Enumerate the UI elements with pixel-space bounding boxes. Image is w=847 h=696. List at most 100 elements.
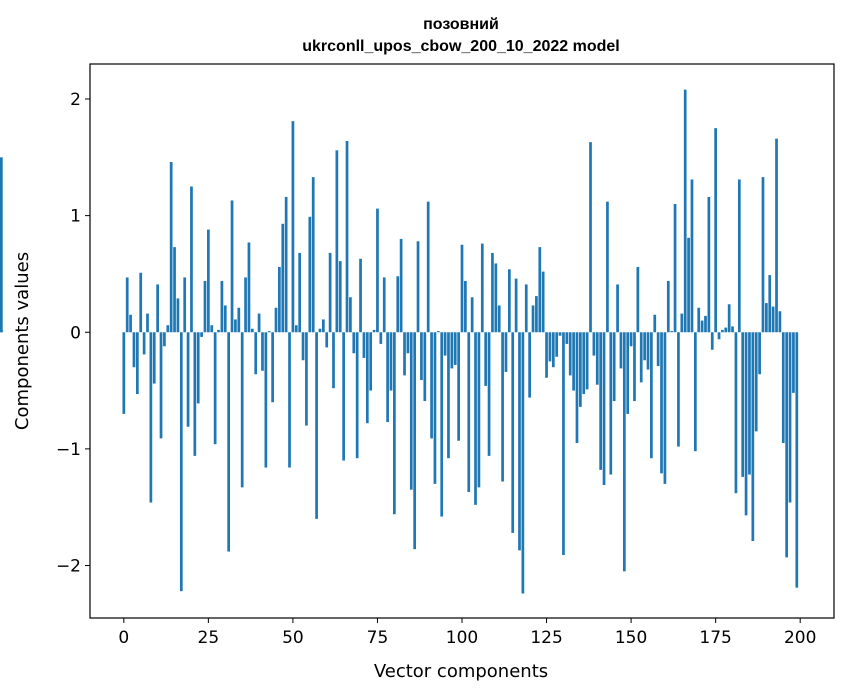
bar <box>765 303 768 333</box>
bar <box>234 319 237 333</box>
bar <box>470 297 474 333</box>
bar <box>551 332 555 368</box>
bar <box>609 332 613 475</box>
bar <box>656 332 660 367</box>
bar <box>217 329 220 333</box>
bar <box>271 332 274 403</box>
y-tick-label: 1 <box>70 207 81 227</box>
bar <box>788 332 792 503</box>
x-tick-label: 125 <box>530 628 562 648</box>
bar <box>122 332 126 414</box>
bar <box>139 272 143 333</box>
bar <box>633 332 636 402</box>
bar <box>491 252 494 333</box>
bar <box>406 332 410 354</box>
bar <box>690 179 694 333</box>
x-axis-label: Vector components <box>374 661 548 682</box>
bar <box>159 332 163 439</box>
bar <box>592 332 596 356</box>
bar <box>677 332 680 447</box>
plot-frame <box>89 63 835 619</box>
bar <box>447 332 450 459</box>
bar <box>646 332 650 370</box>
bar <box>301 332 305 361</box>
bar <box>511 332 515 533</box>
bar <box>541 271 545 333</box>
bar <box>196 332 200 404</box>
bar <box>372 329 376 333</box>
bar <box>169 161 173 333</box>
bar <box>731 326 734 333</box>
bar <box>382 277 386 333</box>
bar <box>142 332 146 355</box>
bar <box>704 315 707 333</box>
bar <box>727 304 731 333</box>
bar <box>589 142 592 333</box>
bar <box>318 328 322 333</box>
bar <box>477 332 481 488</box>
bar <box>606 201 609 333</box>
x-tick-label: 100 <box>446 628 478 648</box>
bar <box>278 266 281 333</box>
bar <box>585 332 589 390</box>
bar <box>487 332 491 456</box>
bar <box>582 332 586 395</box>
bar <box>355 332 359 459</box>
bar <box>399 238 403 333</box>
bar <box>413 332 417 550</box>
x-tick-label: 200 <box>784 628 816 648</box>
bar <box>761 177 765 333</box>
y-axis-label: Components values <box>12 252 33 430</box>
y-tick-label: −1 <box>56 440 81 460</box>
bar <box>626 332 630 414</box>
y-tick-label: 2 <box>70 90 81 110</box>
bar <box>768 275 772 333</box>
x-tick-label: 0 <box>118 628 129 648</box>
bar <box>751 332 755 542</box>
bar <box>193 332 197 456</box>
bar <box>494 263 498 333</box>
bar <box>785 332 789 558</box>
bar <box>460 244 464 333</box>
bar <box>203 280 207 333</box>
bar <box>724 327 728 333</box>
bar <box>426 201 430 333</box>
chart-title-line-1: позовний <box>423 16 499 33</box>
chart-title-line-2: ukrconll_upos_cbow_200_10_2022 model <box>302 38 619 55</box>
bar <box>420 332 423 381</box>
bar <box>636 266 640 333</box>
bar <box>680 313 684 333</box>
bar <box>315 332 318 519</box>
bar <box>386 332 389 423</box>
bar <box>700 320 704 333</box>
x-tick-label: 25 <box>198 628 220 648</box>
bar <box>200 332 203 337</box>
bar <box>555 332 559 357</box>
bar <box>771 306 775 333</box>
bar <box>230 200 234 333</box>
bar <box>629 332 633 347</box>
bar <box>548 332 552 362</box>
bar <box>173 247 176 333</box>
bar <box>737 179 741 333</box>
bar <box>453 332 457 365</box>
bar <box>338 261 342 333</box>
bar <box>409 332 413 490</box>
bar <box>359 258 362 333</box>
bar <box>778 311 782 333</box>
bar <box>562 332 565 556</box>
bar <box>599 332 603 470</box>
x-tick-label: 175 <box>699 628 731 648</box>
bar <box>707 196 711 333</box>
bar <box>524 284 528 333</box>
bar <box>663 332 667 484</box>
bar <box>213 332 217 445</box>
bar <box>267 331 271 333</box>
bar <box>190 186 193 333</box>
bar <box>210 325 214 333</box>
bar <box>775 138 778 333</box>
bar <box>457 332 460 441</box>
bar <box>349 297 352 333</box>
bar <box>575 332 579 444</box>
bar <box>237 307 241 333</box>
